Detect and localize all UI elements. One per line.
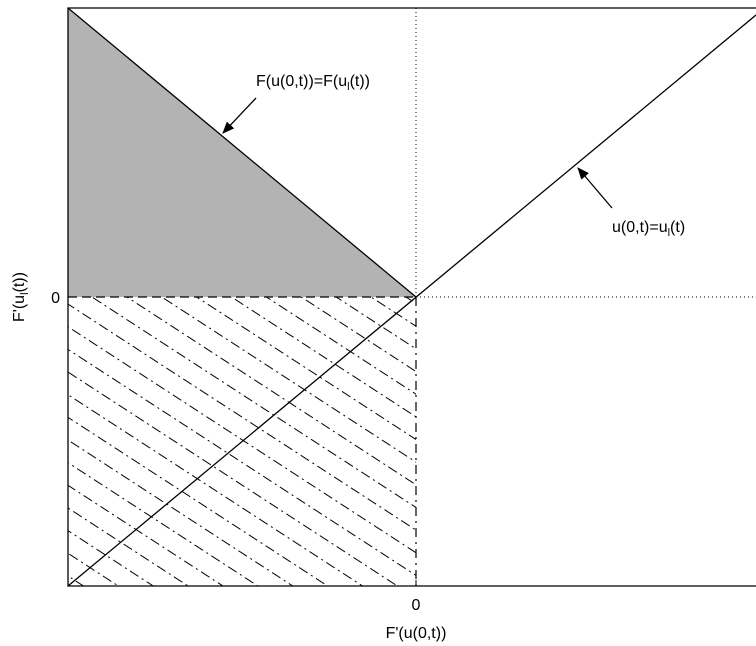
annotation-text: u(0,t)=u xyxy=(612,219,668,236)
axis-label-subscript: l xyxy=(19,292,31,294)
axis-label-text: F'(u xyxy=(11,295,28,322)
y-tick-label: 0 xyxy=(51,290,60,307)
annotation-subscript: l xyxy=(347,81,349,93)
annotation-text: (t) xyxy=(670,219,685,236)
annotation-arrow xyxy=(577,167,613,209)
axis-label-text: (t)) xyxy=(11,272,28,292)
y-axis-label: F'(ul(t)) xyxy=(11,272,31,322)
annotation-text: (t)) xyxy=(350,73,370,90)
x-axis-label: F'(u(0,t)) xyxy=(386,625,447,642)
annotation: u(0,t)=ul(t) xyxy=(612,219,685,239)
annotation-arrow xyxy=(222,97,257,134)
flux-line xyxy=(67,7,417,298)
diagonal-line xyxy=(67,14,756,587)
annotation-subscript: l xyxy=(668,227,670,239)
annotation: F(u(0,t))=F(ul(t)) xyxy=(256,73,370,93)
annotation-text: F(u(0,t))=F(u xyxy=(256,73,347,90)
x-tick-label: 0 xyxy=(412,597,421,614)
